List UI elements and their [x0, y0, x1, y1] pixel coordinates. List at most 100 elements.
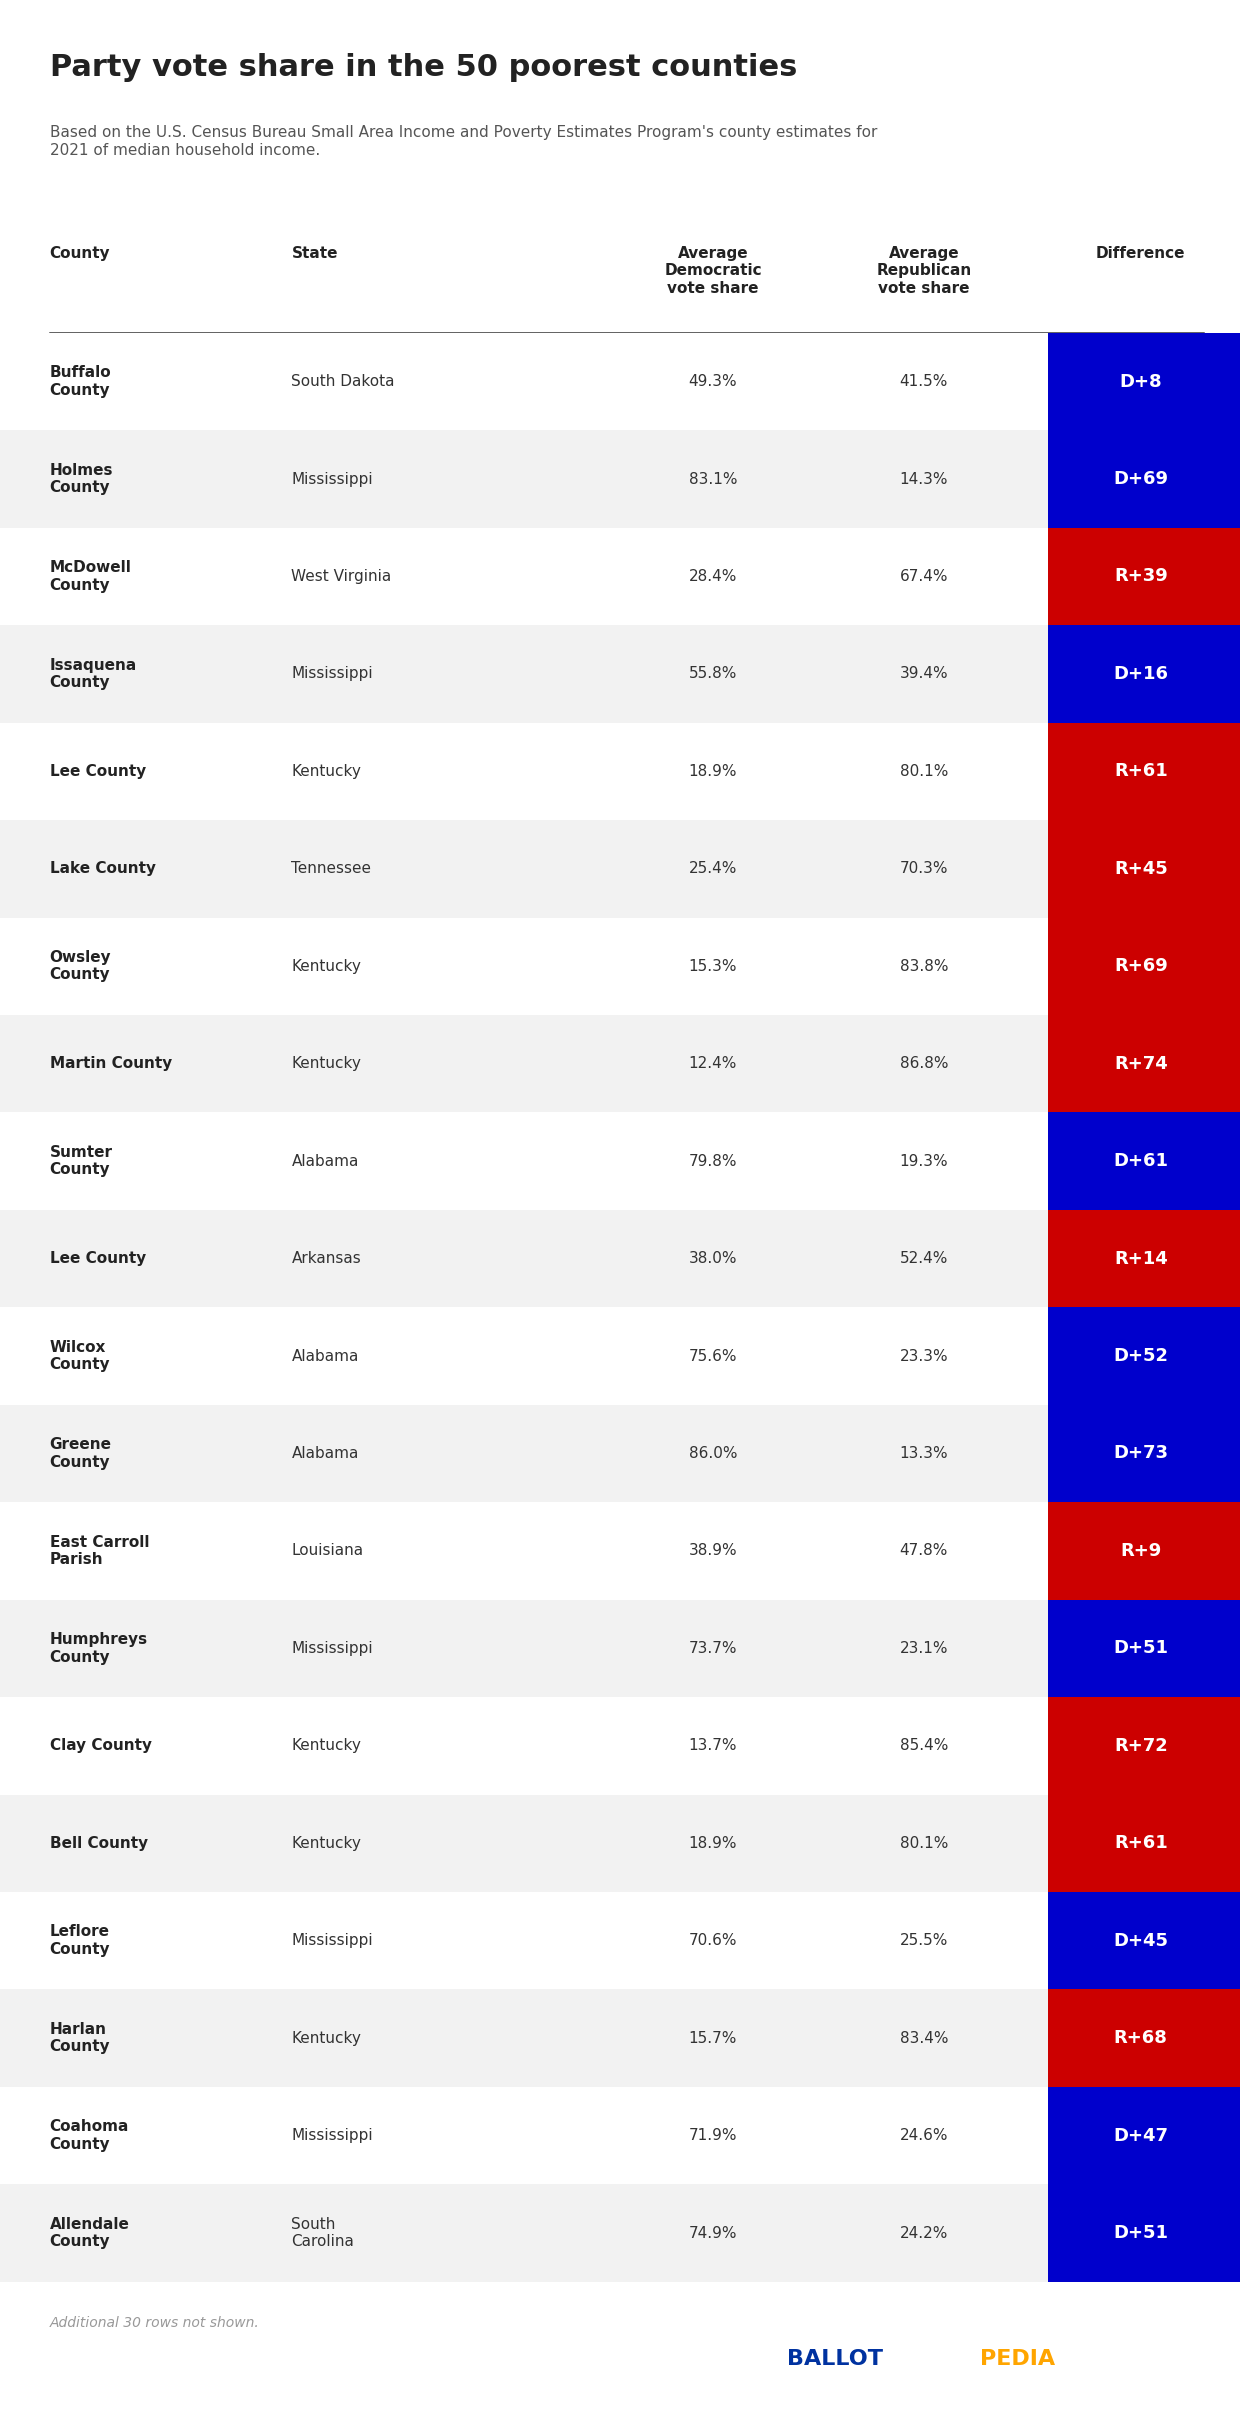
Text: Coahoma
County: Coahoma County — [50, 2120, 129, 2152]
Text: 74.9%: 74.9% — [688, 2226, 738, 2241]
Text: Kentucky: Kentucky — [291, 1836, 361, 1850]
Text: 28.4%: 28.4% — [688, 569, 738, 584]
Text: 13.7%: 13.7% — [688, 1739, 738, 1754]
Text: Mississippi: Mississippi — [291, 666, 373, 683]
Text: East Carroll
Parish: East Carroll Parish — [50, 1534, 149, 1568]
Text: R+72: R+72 — [1114, 1737, 1168, 1756]
Text: West Virginia: West Virginia — [291, 569, 392, 584]
Text: 70.3%: 70.3% — [899, 861, 949, 876]
Text: Alabama: Alabama — [291, 1348, 358, 1363]
Text: Issaquena
County: Issaquena County — [50, 658, 136, 690]
Text: R+68: R+68 — [1114, 2028, 1168, 2048]
Text: 15.3%: 15.3% — [688, 958, 738, 974]
Text: State: State — [291, 246, 337, 260]
Text: D+51: D+51 — [1114, 2224, 1168, 2243]
Text: 24.6%: 24.6% — [899, 2127, 949, 2144]
Text: Leflore
County: Leflore County — [50, 1925, 110, 1956]
Text: Kentucky: Kentucky — [291, 2031, 361, 2045]
Text: Alabama: Alabama — [291, 1445, 358, 1462]
Text: 80.1%: 80.1% — [899, 765, 949, 779]
Text: Alabama: Alabama — [291, 1153, 358, 1170]
Text: R+74: R+74 — [1114, 1054, 1168, 1073]
Text: Mississippi: Mississippi — [291, 1932, 373, 1949]
Text: Lake County: Lake County — [50, 861, 155, 876]
Text: 55.8%: 55.8% — [688, 666, 738, 683]
Text: R+39: R+39 — [1114, 567, 1168, 586]
Text: Greene
County: Greene County — [50, 1438, 112, 1469]
Text: 14.3%: 14.3% — [899, 470, 949, 487]
Text: 39.4%: 39.4% — [899, 666, 949, 683]
Text: 83.4%: 83.4% — [899, 2031, 949, 2045]
Text: Kentucky: Kentucky — [291, 765, 361, 779]
Text: Lee County: Lee County — [50, 1252, 146, 1266]
Text: Harlan
County: Harlan County — [50, 2021, 110, 2055]
Text: 79.8%: 79.8% — [688, 1153, 738, 1170]
Text: 18.9%: 18.9% — [688, 765, 738, 779]
Text: Mississippi: Mississippi — [291, 2127, 373, 2144]
Text: Allendale
County: Allendale County — [50, 2217, 129, 2250]
Text: D+8: D+8 — [1120, 371, 1162, 391]
Text: 80.1%: 80.1% — [899, 1836, 949, 1850]
Text: Sumter
County: Sumter County — [50, 1146, 113, 1177]
Text: Party vote share in the 50 poorest counties: Party vote share in the 50 poorest count… — [50, 53, 797, 82]
Text: 24.2%: 24.2% — [899, 2226, 949, 2241]
Text: Humphreys
County: Humphreys County — [50, 1633, 148, 1664]
Text: D+61: D+61 — [1114, 1153, 1168, 1170]
Text: 49.3%: 49.3% — [688, 374, 738, 388]
Text: South
Carolina: South Carolina — [291, 2217, 355, 2250]
Text: Kentucky: Kentucky — [291, 1056, 361, 1071]
Text: 38.0%: 38.0% — [688, 1252, 738, 1266]
Text: 25.5%: 25.5% — [899, 1932, 949, 1949]
Text: Difference: Difference — [1096, 246, 1185, 260]
Text: 75.6%: 75.6% — [688, 1348, 738, 1363]
Text: Wilcox
County: Wilcox County — [50, 1339, 110, 1372]
Text: D+73: D+73 — [1114, 1445, 1168, 1462]
Text: 38.9%: 38.9% — [688, 1544, 738, 1558]
Text: Additional 30 rows not shown.: Additional 30 rows not shown. — [50, 2316, 259, 2330]
Text: Mississippi: Mississippi — [291, 1640, 373, 1657]
Text: D+47: D+47 — [1114, 2127, 1168, 2144]
Text: 52.4%: 52.4% — [899, 1252, 949, 1266]
Text: 25.4%: 25.4% — [688, 861, 738, 876]
Text: R+69: R+69 — [1114, 958, 1168, 974]
Text: 41.5%: 41.5% — [899, 374, 949, 388]
Text: Holmes
County: Holmes County — [50, 463, 113, 494]
Text: Owsley
County: Owsley County — [50, 950, 112, 982]
Text: Average
Republican
vote share: Average Republican vote share — [877, 246, 971, 297]
Text: County: County — [50, 246, 110, 260]
Text: 18.9%: 18.9% — [688, 1836, 738, 1850]
Text: Lee County: Lee County — [50, 765, 146, 779]
Text: McDowell
County: McDowell County — [50, 560, 131, 593]
Text: Clay County: Clay County — [50, 1739, 151, 1754]
Text: R+61: R+61 — [1114, 1833, 1168, 1852]
Text: Mississippi: Mississippi — [291, 470, 373, 487]
Text: 47.8%: 47.8% — [899, 1544, 949, 1558]
Text: D+69: D+69 — [1114, 470, 1168, 487]
Text: 23.3%: 23.3% — [899, 1348, 949, 1363]
Text: Average
Democratic
vote share: Average Democratic vote share — [665, 246, 761, 297]
Text: 12.4%: 12.4% — [688, 1056, 738, 1071]
Text: 71.9%: 71.9% — [688, 2127, 738, 2144]
Text: R+14: R+14 — [1114, 1249, 1168, 1269]
Text: South Dakota: South Dakota — [291, 374, 394, 388]
Text: R+9: R+9 — [1120, 1541, 1162, 1561]
Text: 86.8%: 86.8% — [899, 1056, 949, 1071]
Text: R+45: R+45 — [1114, 859, 1168, 878]
Text: BALLOT: BALLOT — [787, 2349, 883, 2369]
Text: Bell County: Bell County — [50, 1836, 148, 1850]
Text: D+16: D+16 — [1114, 666, 1168, 683]
Text: 83.1%: 83.1% — [688, 470, 738, 487]
Text: Martin County: Martin County — [50, 1056, 172, 1071]
Text: D+52: D+52 — [1114, 1346, 1168, 1365]
Text: 70.6%: 70.6% — [688, 1932, 738, 1949]
Text: 13.3%: 13.3% — [899, 1445, 949, 1462]
Text: Arkansas: Arkansas — [291, 1252, 361, 1266]
Text: Kentucky: Kentucky — [291, 958, 361, 974]
Text: 86.0%: 86.0% — [688, 1445, 738, 1462]
Text: 67.4%: 67.4% — [899, 569, 949, 584]
Text: 15.7%: 15.7% — [688, 2031, 738, 2045]
Text: R+61: R+61 — [1114, 762, 1168, 781]
Text: 83.8%: 83.8% — [899, 958, 949, 974]
Text: 85.4%: 85.4% — [899, 1739, 949, 1754]
Text: Kentucky: Kentucky — [291, 1739, 361, 1754]
